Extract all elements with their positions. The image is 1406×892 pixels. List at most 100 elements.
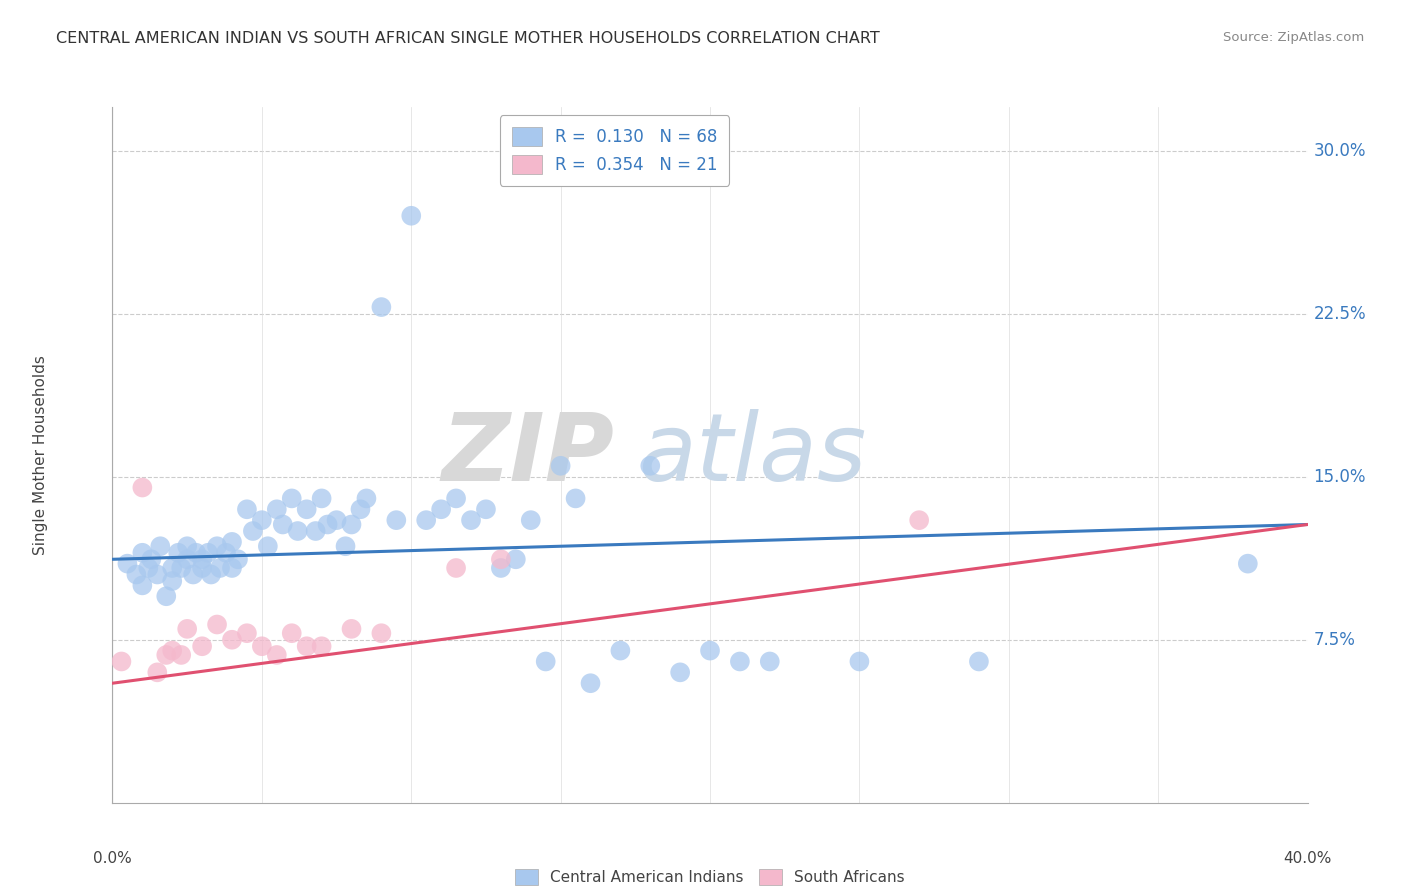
Point: [287, 524, 309, 538]
Point: [475, 502, 498, 516]
Point: [155, 648, 177, 662]
Point: [579, 676, 602, 690]
Point: [385, 513, 408, 527]
Point: [699, 643, 721, 657]
Point: [520, 513, 543, 527]
Point: [191, 552, 214, 566]
Point: [295, 639, 318, 653]
Point: [197, 546, 219, 560]
Point: [728, 655, 751, 669]
Point: [460, 513, 482, 527]
Point: [271, 517, 294, 532]
Point: [131, 546, 153, 560]
Point: [155, 589, 177, 603]
Point: [205, 617, 228, 632]
Point: [340, 622, 363, 636]
Point: [170, 648, 193, 662]
Point: [176, 552, 198, 566]
Point: [304, 524, 326, 538]
Point: [208, 561, 231, 575]
Point: [162, 561, 183, 575]
Point: [444, 561, 467, 575]
Point: [281, 491, 304, 506]
Point: [162, 643, 183, 657]
Point: [205, 539, 228, 553]
Point: [170, 561, 193, 575]
Point: [181, 567, 204, 582]
Point: [117, 557, 139, 571]
Point: [167, 546, 190, 560]
Point: [325, 513, 347, 527]
Point: [250, 513, 273, 527]
Point: [311, 639, 333, 653]
Point: [221, 632, 243, 647]
Point: [281, 626, 304, 640]
Point: [534, 655, 557, 669]
Point: [221, 561, 243, 575]
Text: CENTRAL AMERICAN INDIAN VS SOUTH AFRICAN SINGLE MOTHER HOUSEHOLDS CORRELATION CH: CENTRAL AMERICAN INDIAN VS SOUTH AFRICAN…: [56, 31, 880, 46]
Text: 15.0%: 15.0%: [1313, 467, 1367, 485]
Point: [370, 626, 392, 640]
Point: [131, 578, 153, 592]
Point: [242, 524, 264, 538]
Point: [266, 648, 288, 662]
Text: atlas: atlas: [638, 409, 866, 500]
Text: Source: ZipAtlas.com: Source: ZipAtlas.com: [1223, 31, 1364, 45]
Point: [489, 552, 512, 566]
Point: [444, 491, 467, 506]
Point: [176, 622, 198, 636]
Point: [550, 458, 572, 473]
Point: [908, 513, 931, 527]
Point: [266, 502, 288, 516]
Point: [236, 626, 259, 640]
Text: ZIP: ZIP: [441, 409, 614, 501]
Point: [316, 517, 339, 532]
Text: 22.5%: 22.5%: [1313, 304, 1367, 323]
Point: [215, 546, 238, 560]
Point: [609, 643, 631, 657]
Point: [125, 567, 148, 582]
Point: [146, 567, 169, 582]
Point: [236, 502, 259, 516]
Point: [967, 655, 990, 669]
Point: [759, 655, 782, 669]
Point: [564, 491, 586, 506]
Point: [349, 502, 371, 516]
Point: [131, 481, 153, 495]
Point: [200, 567, 222, 582]
Point: [191, 561, 214, 575]
Text: 40.0%: 40.0%: [1284, 851, 1331, 865]
Point: [221, 535, 243, 549]
Legend: Central American Indians, South Africans: Central American Indians, South Africans: [508, 862, 912, 892]
Point: [250, 639, 273, 653]
Point: [176, 539, 198, 553]
Point: [149, 539, 172, 553]
Point: [226, 552, 249, 566]
Point: [401, 209, 423, 223]
Point: [356, 491, 378, 506]
Point: [340, 517, 363, 532]
Point: [311, 491, 333, 506]
Text: Single Mother Households: Single Mother Households: [34, 355, 48, 555]
Point: [335, 539, 357, 553]
Text: 30.0%: 30.0%: [1313, 142, 1367, 160]
Point: [638, 458, 662, 473]
Point: [146, 665, 169, 680]
Point: [1237, 557, 1260, 571]
Point: [430, 502, 453, 516]
Point: [295, 502, 318, 516]
Point: [505, 552, 527, 566]
Point: [162, 574, 183, 588]
Point: [141, 552, 163, 566]
Point: [370, 300, 392, 314]
Point: [138, 561, 160, 575]
Point: [257, 539, 280, 553]
Text: 0.0%: 0.0%: [93, 851, 132, 865]
Point: [186, 546, 208, 560]
Point: [110, 655, 132, 669]
Point: [191, 639, 214, 653]
Point: [669, 665, 692, 680]
Point: [489, 561, 512, 575]
Text: 7.5%: 7.5%: [1313, 631, 1355, 648]
Point: [848, 655, 870, 669]
